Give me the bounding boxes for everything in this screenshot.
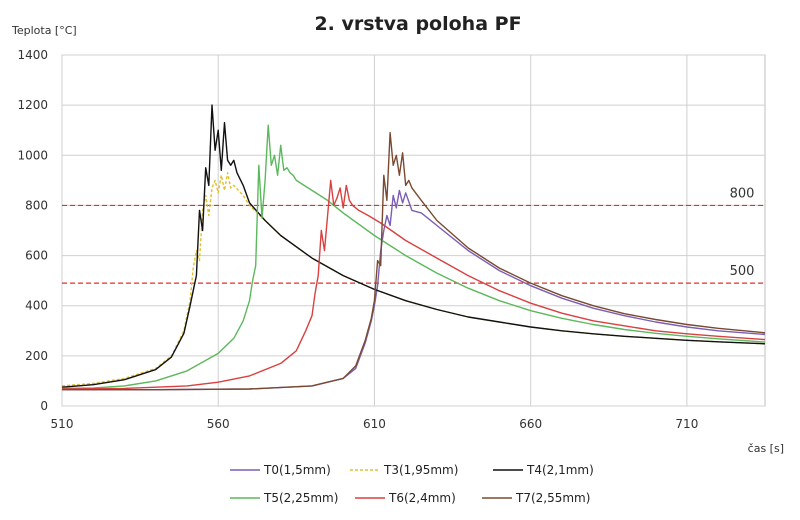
data-series [61, 104, 766, 391]
legend-label: T0(1,5mm) [263, 463, 331, 477]
reference-line-label: 500 [730, 264, 755, 279]
plot-area [61, 54, 766, 407]
series-line-T5(2,25mm) [61, 124, 766, 390]
y-tick-label: 1400 [17, 48, 48, 62]
y-tick-label: 400 [25, 299, 48, 313]
series-line-T7(2,55mm) [62, 132, 766, 391]
y-tick-label: 1200 [17, 98, 48, 112]
reference-lines: 800 500 [62, 186, 765, 284]
legend-label: T4(2,1mm) [526, 463, 594, 477]
x-tick-label: 710 [675, 417, 698, 431]
series-line-T3(1,95mm) [61, 172, 766, 387]
series-line-T4(2,1mm) [61, 104, 766, 388]
series-line-T6(2,4mm) [61, 179, 766, 390]
x-tick-label: 610 [363, 417, 386, 431]
y-axis-label: Teplota [°C] [11, 24, 77, 37]
y-tick-label: 1000 [17, 148, 48, 162]
legend-label: T6(2,4mm) [388, 491, 456, 505]
x-tick-label: 510 [51, 417, 74, 431]
chart-title: 2. vrstva poloha PF [314, 13, 521, 35]
legend-label: T7(2,55mm) [515, 491, 590, 505]
y-tick-label: 0 [40, 399, 48, 413]
y-tick-label: 200 [25, 349, 48, 363]
grid [61, 54, 766, 407]
y-axis-ticks: 0 200 400 600 800 1000 1200 1400 [17, 48, 48, 413]
x-axis-label: čas [s] [748, 442, 784, 455]
reference-line-label: 800 [730, 186, 755, 201]
series-line-T0(1,5mm) [62, 189, 766, 391]
legend-label: T3(1,95mm) [383, 463, 458, 477]
x-tick-label: 660 [519, 417, 542, 431]
x-axis-ticks: 510 560 610 660 710 [51, 417, 699, 431]
legend-label: T5(2,25mm) [263, 491, 338, 505]
x-tick-label: 560 [207, 417, 230, 431]
y-tick-label: 800 [25, 198, 48, 212]
y-tick-label: 600 [25, 249, 48, 263]
legend: T0(1,5mm) T3(1,95mm) T4(2,1mm) T5(2,25mm) T6… [230, 463, 594, 505]
